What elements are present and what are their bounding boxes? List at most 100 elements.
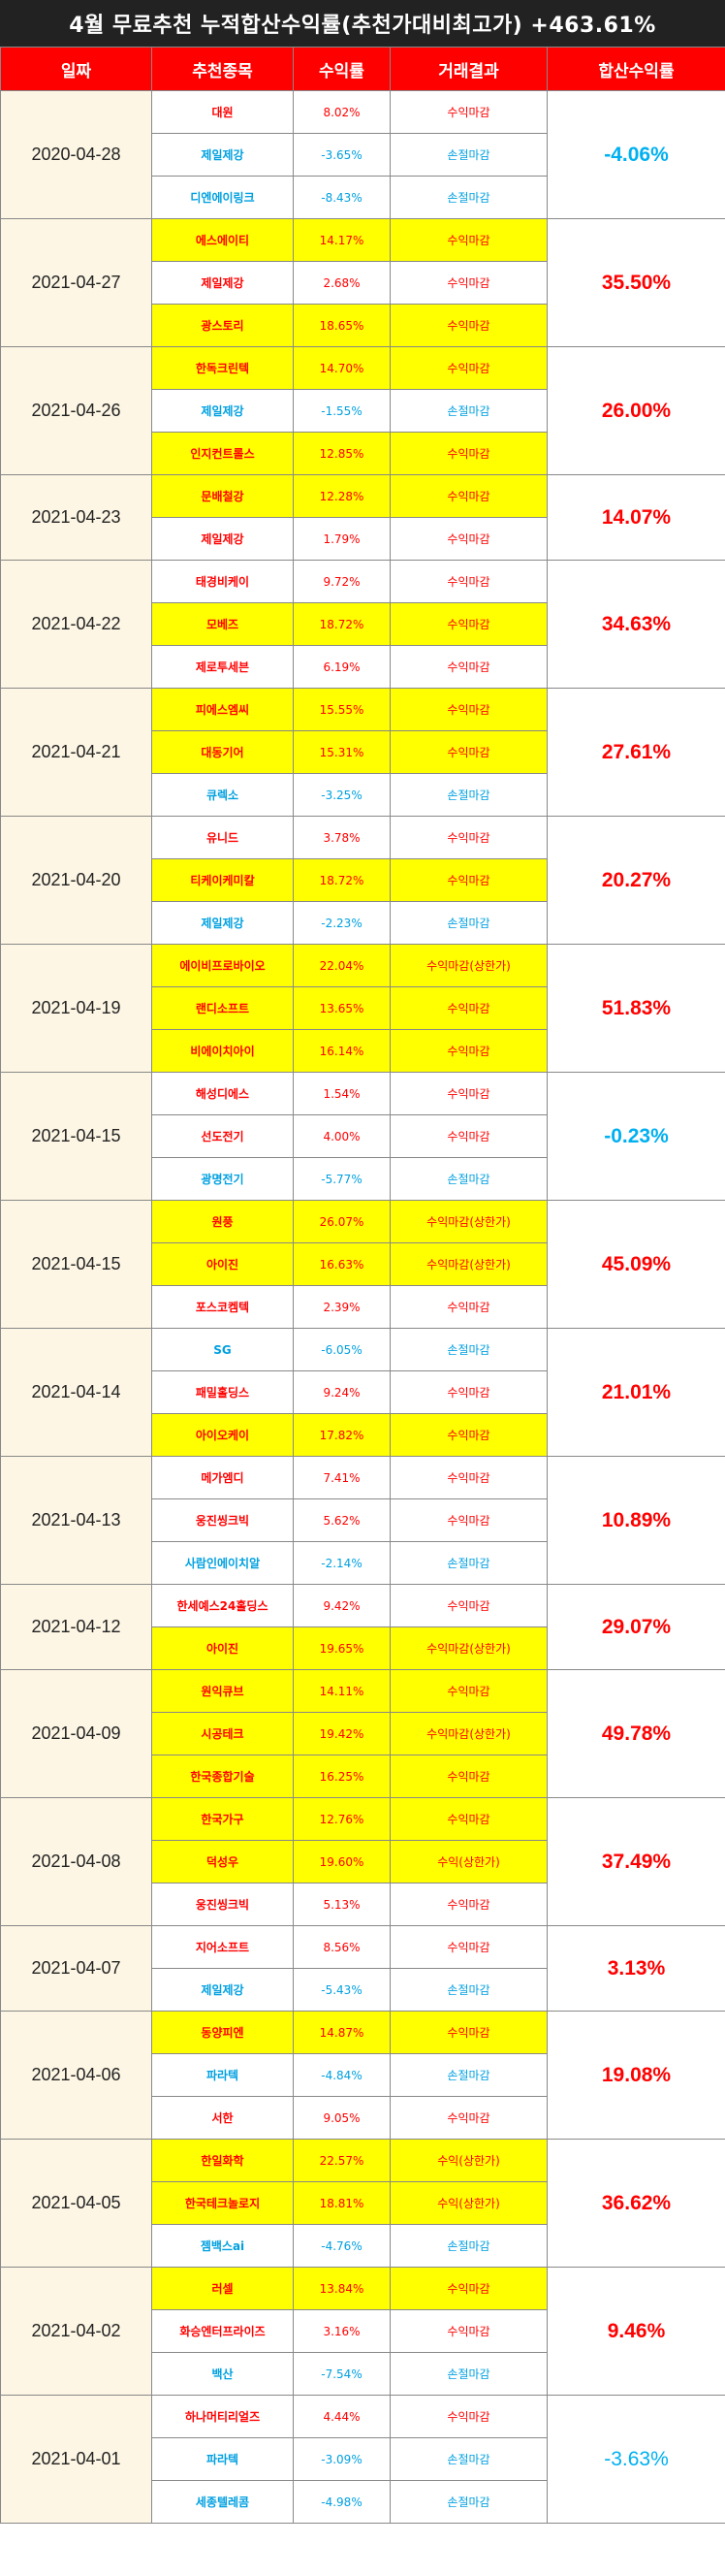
stock-name: 제일제강: [151, 133, 294, 177]
stock-name: 광명전기: [151, 1157, 294, 1201]
table-row: 2021-04-01 하나머티리얼즈 4.44% 수익마감 -3.63%: [0, 2395, 725, 2524]
rate-cell: 7.41%: [293, 1456, 391, 1499]
stock-name: 해성디에스: [151, 1072, 294, 1115]
stock-name: 제일제강: [151, 389, 294, 433]
stock-name: 한국종합기술: [151, 1755, 294, 1798]
result-cell: 수익마감: [390, 432, 548, 475]
total-return-cell: 21.01%: [547, 1328, 725, 1457]
stock-name: 문배철강: [151, 474, 294, 518]
rate-cell: 14.70%: [293, 346, 391, 390]
result-cell: 수익마감: [390, 1370, 548, 1414]
stock-name: 티케이케미칼: [151, 858, 294, 902]
rate-cell: 14.11%: [293, 1669, 391, 1713]
result-cell: 수익마감: [390, 346, 548, 390]
date-cell: 2021-04-20: [0, 816, 152, 945]
date-cell: 2020-04-28: [0, 90, 152, 219]
result-cell: 수익마감: [390, 816, 548, 859]
page-title: 4월 무료추천 누적합산수익률(추천가대비최고가) +463.61%: [0, 0, 725, 47]
stock-name: 한일화학: [151, 2139, 294, 2182]
result-cell: 수익마감: [390, 1114, 548, 1158]
stock-name: 제로투세븐: [151, 645, 294, 689]
table-row: 젬백스ai -4.76% 손절마감: [1, 2224, 725, 2268]
result-cell: 손절마감: [390, 1328, 548, 1371]
table-row: 백산 -7.54% 손절마감: [1, 2352, 725, 2396]
result-cell: 수익마감: [390, 1029, 548, 1073]
table-row: 2021-04-05 한일화학 22.57% 수익(상한가) 36.62%: [0, 2139, 725, 2268]
total-return-cell: 35.50%: [547, 218, 725, 347]
rate-cell: 8.02%: [293, 90, 391, 134]
result-cell: 수익마감: [390, 2309, 548, 2353]
stock-name: 한독크린텍: [151, 346, 294, 390]
table-row: 제일제강 -3.65% 손절마감: [1, 133, 725, 177]
rate-cell: 12.76%: [293, 1797, 391, 1841]
stock-name: 큐렉소: [151, 773, 294, 817]
table-row: 2021-04-21 피에스엠씨 15.55% 수익마감 27.61%: [0, 688, 725, 817]
total-return-cell: -3.63%: [547, 2395, 725, 2524]
table-row: 광스토리 18.65% 수익마감: [1, 304, 725, 347]
result-cell: 수익(상한가): [390, 2181, 548, 2225]
stock-name: 대동기어: [151, 730, 294, 774]
result-cell: 손절마감: [390, 773, 548, 817]
result-cell: 수익마감: [390, 1925, 548, 1969]
rate-cell: 2.39%: [293, 1285, 391, 1329]
result-cell: 수익마감(상한가): [390, 944, 548, 987]
result-cell: 수익마감: [390, 261, 548, 305]
result-cell: 수익마감: [390, 1797, 548, 1841]
table-row: 한국종합기술 16.25% 수익마감: [1, 1755, 725, 1798]
result-cell: 수익마감: [390, 730, 548, 774]
table-row: 디엔에이링크 -8.43% 손절마감: [1, 176, 725, 219]
table-row: 패밀홀딩스 9.24% 수익마감: [1, 1370, 725, 1414]
stock-name: 제일제강: [151, 901, 294, 945]
rate-cell: 16.25%: [293, 1755, 391, 1798]
stock-name: 한세예스24홀딩스: [151, 1584, 294, 1627]
rate-cell: -4.84%: [293, 2053, 391, 2097]
stock-name: 랜디소프트: [151, 986, 294, 1030]
rate-cell: 15.31%: [293, 730, 391, 774]
table-row: 2020-04-28 대원 8.02% 수익마감 -4.06%: [0, 90, 725, 219]
rate-cell: 5.13%: [293, 1883, 391, 1926]
rate-cell: 4.00%: [293, 1114, 391, 1158]
rate-cell: 3.78%: [293, 816, 391, 859]
result-cell: 수익마감: [390, 858, 548, 902]
date-cell: 2021-04-07: [0, 1925, 152, 2012]
stock-name: 아이진: [151, 1626, 294, 1670]
stock-name: 지어소프트: [151, 1925, 294, 1969]
result-cell: 수익마감: [390, 1883, 548, 1926]
total-return-cell: 19.08%: [547, 2011, 725, 2140]
table-row: 아이진 19.65% 수익마감(상한가): [1, 1626, 725, 1670]
total-return-cell: 34.63%: [547, 560, 725, 689]
header-result: 거래결과: [390, 47, 548, 91]
rate-cell: -8.43%: [293, 176, 391, 219]
table-row: 시공테크 19.42% 수익마감(상한가): [1, 1712, 725, 1755]
table-row: 티케이케미칼 18.72% 수익마감: [1, 858, 725, 902]
result-cell: 수익마감: [390, 2267, 548, 2310]
result-cell: 수익마감: [390, 90, 548, 134]
result-cell: 수익마감: [390, 218, 548, 262]
table-row: 인지컨트롤스 12.85% 수익마감: [1, 432, 725, 475]
rate-cell: -2.23%: [293, 901, 391, 945]
rate-cell: -3.25%: [293, 773, 391, 817]
header-row: 일짜 추천종목 수익률 거래결과 합산수익률: [0, 47, 725, 91]
date-cell: 2021-04-02: [0, 2267, 152, 2396]
rate-cell: -2.14%: [293, 1541, 391, 1585]
rate-cell: 12.85%: [293, 432, 391, 475]
stock-name: 웅진씽크빅: [151, 1498, 294, 1542]
table-row: 웅진씽크빅 5.62% 수익마감: [1, 1498, 725, 1542]
table-row: 2021-04-15 원풍 26.07% 수익마감(상한가) 45.09%: [0, 1200, 725, 1329]
table-row: 대동기어 15.31% 수익마감: [1, 730, 725, 774]
result-cell: 수익마감(상한가): [390, 1242, 548, 1286]
result-cell: 손절마감: [390, 1541, 548, 1585]
total-return-cell: 3.13%: [547, 1925, 725, 2012]
stock-name: 포스코켐텍: [151, 1285, 294, 1329]
stock-name: 메가엠디: [151, 1456, 294, 1499]
stock-name: 패밀홀딩스: [151, 1370, 294, 1414]
date-cell: 2021-04-05: [0, 2139, 152, 2268]
table-row: 화승엔터프라이즈 3.16% 수익마감: [1, 2309, 725, 2353]
rate-cell: 13.84%: [293, 2267, 391, 2310]
rate-cell: 9.05%: [293, 2096, 391, 2140]
rate-cell: 13.65%: [293, 986, 391, 1030]
stock-name: 아이진: [151, 1242, 294, 1286]
result-cell: 수익마감: [390, 517, 548, 561]
result-cell: 수익마감: [390, 602, 548, 646]
stock-name: 제일제강: [151, 261, 294, 305]
